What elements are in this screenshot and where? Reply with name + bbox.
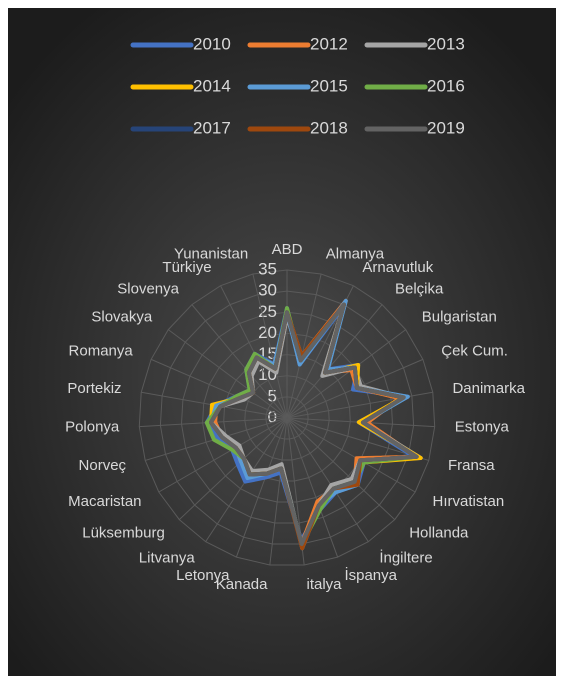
category-label: Slovenya — [117, 280, 179, 297]
legend-label: 2017 — [193, 118, 231, 137]
r-tick-label: 5 — [268, 386, 277, 405]
spoke — [286, 273, 322, 419]
category-label: Çek Cum. — [441, 342, 508, 359]
r-tick-label: 30 — [258, 281, 277, 300]
spoke — [286, 417, 416, 493]
category-label: italya — [307, 576, 343, 593]
legend-label: 2014 — [193, 76, 231, 95]
legend-label: 2010 — [193, 34, 231, 53]
spoke — [286, 417, 429, 461]
category-label: Hırvatistan — [432, 493, 504, 510]
category-label: ABD — [272, 241, 303, 258]
category-label: Arnavutluk — [362, 259, 433, 276]
legend-label: 2016 — [427, 76, 465, 95]
spoke — [286, 304, 383, 419]
radar-line — [209, 302, 419, 546]
spoke — [150, 358, 288, 419]
legend-label: 2013 — [427, 34, 465, 53]
category-label: Kanada — [216, 576, 268, 593]
category-label: Yunanistan — [174, 245, 248, 262]
category-label: Danimarka — [452, 380, 525, 397]
grid-line — [202, 332, 372, 503]
category-label: İngiltere — [379, 548, 432, 566]
legend-label: 2018 — [310, 118, 348, 137]
grid-line — [180, 311, 394, 524]
category-label: Bulgaristan — [422, 309, 497, 326]
category-label: İspanya — [344, 566, 397, 584]
spoke — [252, 273, 288, 419]
legend-label: 2019 — [427, 118, 465, 137]
legend-label: 2012 — [310, 34, 348, 53]
r-tick-label: 20 — [258, 323, 277, 342]
grid-line — [159, 290, 415, 545]
r-tick-label: 35 — [258, 259, 277, 278]
category-label: Romanya — [69, 342, 134, 359]
spoke — [191, 304, 288, 419]
r-tick-label: 0 — [268, 407, 277, 426]
category-label: Norveç — [79, 457, 127, 474]
category-label: Polonya — [65, 419, 120, 436]
category-label: Litvanya — [139, 549, 196, 566]
category-label: Hollanda — [409, 524, 469, 541]
category-label: Almanya — [326, 245, 385, 262]
grid-line — [138, 269, 436, 566]
category-label: Türkiye — [162, 259, 211, 276]
category-label: Macaristan — [68, 493, 141, 510]
legend-label: 2015 — [310, 76, 348, 95]
spoke — [220, 285, 288, 419]
category-label: Estonya — [455, 419, 510, 436]
category-label: Portekiz — [67, 380, 121, 397]
r-tick-label: 25 — [258, 302, 277, 321]
grid-line — [265, 396, 309, 440]
category-label: Letonya — [176, 567, 230, 584]
category-label: Fransa — [448, 457, 495, 474]
spoke — [235, 417, 288, 558]
spoke — [158, 417, 288, 493]
spoke — [167, 329, 288, 419]
category-label: Belçika — [395, 280, 444, 297]
category-label: Slovakya — [91, 309, 153, 326]
spoke — [269, 417, 288, 566]
spoke — [179, 417, 288, 520]
category-label: Lüksemburg — [82, 524, 165, 541]
spoke — [286, 417, 369, 542]
spoke — [286, 329, 407, 419]
spoke — [286, 417, 395, 520]
spoke — [286, 417, 339, 558]
